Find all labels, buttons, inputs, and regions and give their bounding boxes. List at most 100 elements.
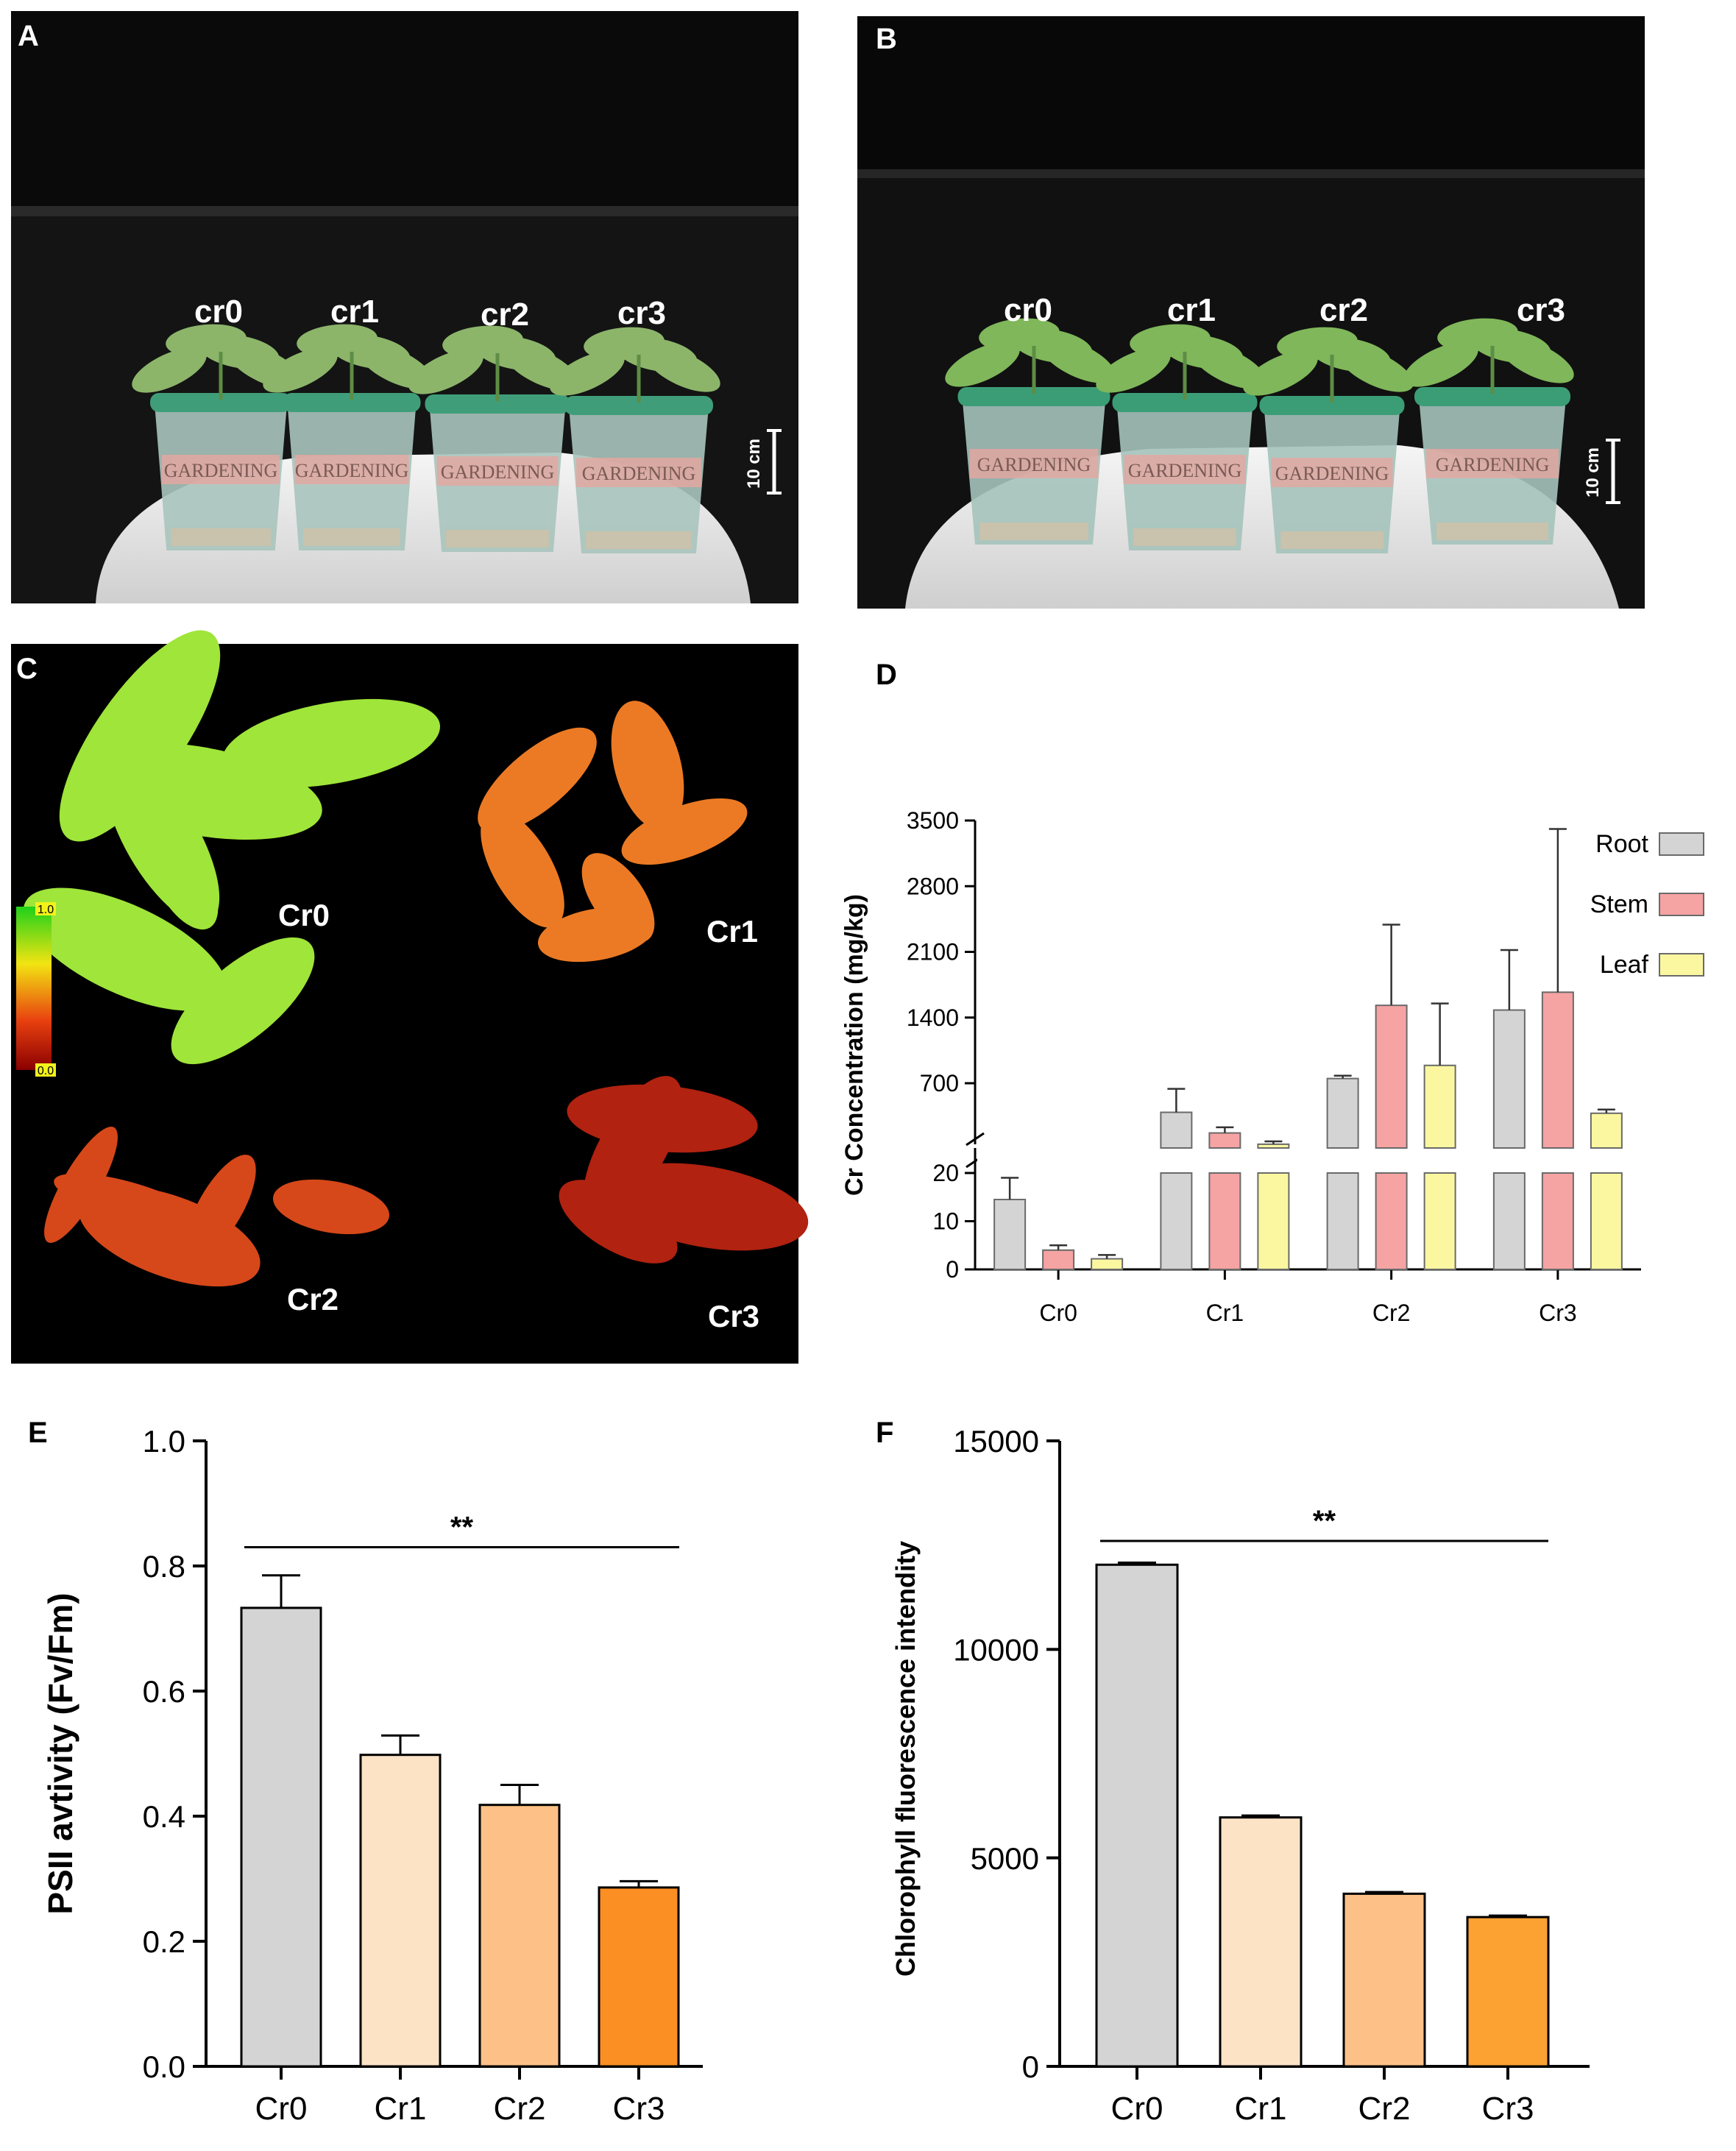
panel-d-x-label-cr1: Cr1: [1206, 1300, 1244, 1326]
panel-d-bar-lower-root-cr2: [1326, 1172, 1359, 1270]
panel-d-tick-label-upper-2: 2100: [907, 939, 959, 965]
panel-e-bar-cr3: [598, 1886, 680, 2068]
panel-c-colorbar: [16, 907, 52, 1070]
panel-c-cr3-leaf-4: [722, 1197, 794, 1246]
panel-c-cr2-leaf-3: [185, 1155, 256, 1259]
panel-e-x-label-cr3: Cr3: [613, 2091, 665, 2127]
panel-e-x-label-cr0: Cr0: [255, 2091, 308, 2127]
panel-b-pot-soil-2: [1280, 531, 1384, 549]
panel-a: GARDENING GARDENING GARDENING GARDENING A c…: [11, 11, 798, 603]
panel-b-pot-text-0: GARDENING: [977, 454, 1091, 475]
panel-d-bar-lower-stem-cr1: [1208, 1172, 1241, 1270]
panel-a-pot-soil-1: [303, 528, 400, 546]
panel-d-bar-leaf-cr2: [1423, 1064, 1456, 1149]
panel-d-x-label-cr2: Cr2: [1372, 1300, 1411, 1326]
panel-d-bar-stem-cr1: [1208, 1132, 1241, 1149]
panel-e-bar-cr2: [478, 1804, 561, 2068]
panel-a-plant-0-leaf-0: [132, 347, 207, 393]
panel-c-colorbar-max-bg: [35, 902, 56, 915]
panel-d-x-label-cr3: Cr3: [1539, 1300, 1577, 1326]
panel-b-pot-rim-3: [1414, 387, 1570, 406]
panel-d-bar-root-cr1: [1160, 1111, 1193, 1149]
panel-f-x-label-cr3: Cr3: [1482, 2091, 1534, 2127]
panel-c-cr1-leaf-0: [478, 727, 597, 833]
panel-a-plant-2-leaf-0: [408, 349, 483, 394]
panel-c-cr0-leaf-6: [149, 836, 219, 930]
panel-a-pot-text-2: GARDENING: [441, 461, 555, 483]
panel-d-legend-swatch-leaf: [1659, 953, 1704, 977]
panel-c: C 1.0 0.0 Cr0 Cr1 Cr2 Cr3: [11, 630, 809, 1364]
panel-e-significance-label: **: [450, 1512, 474, 1544]
panel-c-label-cr1: Cr1: [706, 914, 758, 949]
panel-a-pot-band-3: [576, 458, 701, 487]
panel-e-y-tick-label-0: 0.0: [143, 2049, 185, 2084]
panel-a-label-cr3: cr3: [617, 295, 666, 331]
panel-e-chart: E 0.0 0.2 0.4 0.6 0.8 1.0 PSII avtivity (Fv/Fm…: [28, 1417, 703, 2127]
panel-a-pot-rim-0: [150, 393, 291, 412]
panel-b-label-cr2: cr2: [1319, 292, 1368, 328]
panel-d-bar-root-cr3: [1492, 1009, 1526, 1149]
panel-c-cr0-leaf-2: [222, 698, 441, 788]
panel-b-label-cr0: cr0: [1004, 292, 1052, 328]
panel-f-bar-cr2: [1342, 1892, 1426, 2068]
panel-c-leaves: [23, 630, 809, 1287]
panel-b-pot-soil-1: [1133, 528, 1236, 546]
panel-d-axis-break-top: [966, 1132, 985, 1147]
panel-d-break-gap: [977, 1150, 1643, 1171]
panel-f-x-label-cr0: Cr0: [1111, 2091, 1163, 2127]
panel-c-cr0-leaf-4: [23, 887, 227, 1011]
panel-a-pot-band-1: [294, 455, 409, 484]
panel-b-pot-rim-2: [1259, 396, 1405, 415]
panel-f-y-axis-label: Chlorophyll fluorescence intendity: [890, 1541, 921, 1977]
panel-d-tick-label-lower-2: 20: [932, 1160, 959, 1186]
panel-a-scale-label: 10 cm: [744, 439, 764, 489]
panel-f-bar-cr1: [1219, 1816, 1303, 2068]
panel-e-y-tick-label-2: 0.4: [143, 1799, 185, 1834]
panel-d-bar-lower-leaf-cr3: [1590, 1172, 1623, 1270]
panel-a-pots: GARDENING GARDENING GARDENING GARDENING: [132, 324, 720, 553]
panel-e-y-tick-label-5: 1.0: [143, 1424, 185, 1459]
panel-b: GARDENING GARDENING GARDENING GARDENING B c…: [857, 16, 1645, 609]
panel-f-y-tick-label-1: 5000: [971, 1841, 1039, 1876]
panel-d-legend-stem: Stem: [1590, 890, 1648, 918]
panel-d-bar-root-cr2: [1326, 1077, 1359, 1149]
panel-d-bar-stem-cr3: [1541, 991, 1574, 1149]
panel-d-letter: D: [876, 659, 897, 691]
panel-d-bar-lower-leaf-cr2: [1423, 1172, 1456, 1270]
panel-f-y-tick-label-3: 15000: [953, 1424, 1039, 1459]
panel-a-pot-soil-3: [586, 531, 692, 549]
panel-c-cr1-leaf-2: [611, 701, 684, 830]
panel-c-cr0-leaf-5: [171, 937, 315, 1065]
panel-b-pot-soil-0: [979, 522, 1088, 540]
panel-a-plant-labels: cr0 cr1 cr2 cr3: [194, 294, 666, 333]
panel-c-cr1-leaf-5: [537, 907, 655, 963]
panel-b-pot-band-3: [1426, 449, 1559, 478]
panel-e-y-tick-label-3: 0.6: [143, 1674, 185, 1709]
panel-a-wall: [11, 11, 798, 213]
panel-a-pot-soil-2: [446, 530, 549, 548]
panel-d-bar-stem-cr0: [1042, 1249, 1075, 1271]
panel-d-bar-lower-stem-cr2: [1375, 1172, 1408, 1270]
panel-a-label-cr2: cr2: [481, 297, 529, 333]
panel-b-scale-label: 10 cm: [1583, 447, 1603, 497]
panel-f-y-tick-label-2: 10000: [953, 1632, 1039, 1667]
panel-a-wall-edge: [11, 206, 798, 216]
panel-d-bar-root-cr0: [993, 1199, 1027, 1271]
panel-a-pot-text-0: GARDENING: [164, 460, 278, 481]
panel-b-label-cr3: cr3: [1517, 292, 1565, 328]
panel-d-y-axis-label: Cr Concentration (mg/kg): [840, 894, 868, 1196]
panel-f-x-label-cr1: Cr1: [1235, 2091, 1287, 2127]
panel-a-letter: A: [18, 20, 39, 52]
panel-d-tick-label-upper-3: 2800: [907, 873, 959, 899]
panel-b-plant-2-leaf-0: [1243, 350, 1318, 396]
panel-e-y-tick-label-1: 0.2: [143, 1924, 185, 1959]
panel-b-plant-0-leaf-0: [945, 341, 1020, 387]
panel-f-letter: F: [876, 1417, 893, 1449]
panel-c-label-cr3: Cr3: [708, 1299, 759, 1333]
panel-f-chart: F 0 5000 10000 15000 Chlorophyll fluorescenc…: [876, 1417, 1590, 2127]
panel-a-pot-text-1: GARDENING: [295, 460, 409, 481]
panel-f-y-tick-label-0: 0: [1022, 2049, 1039, 2084]
panel-d-legend-swatch-stem: [1659, 893, 1704, 916]
panel-b-pot-text-1: GARDENING: [1128, 460, 1242, 481]
panel-e-bar-cr0: [240, 1606, 322, 2068]
